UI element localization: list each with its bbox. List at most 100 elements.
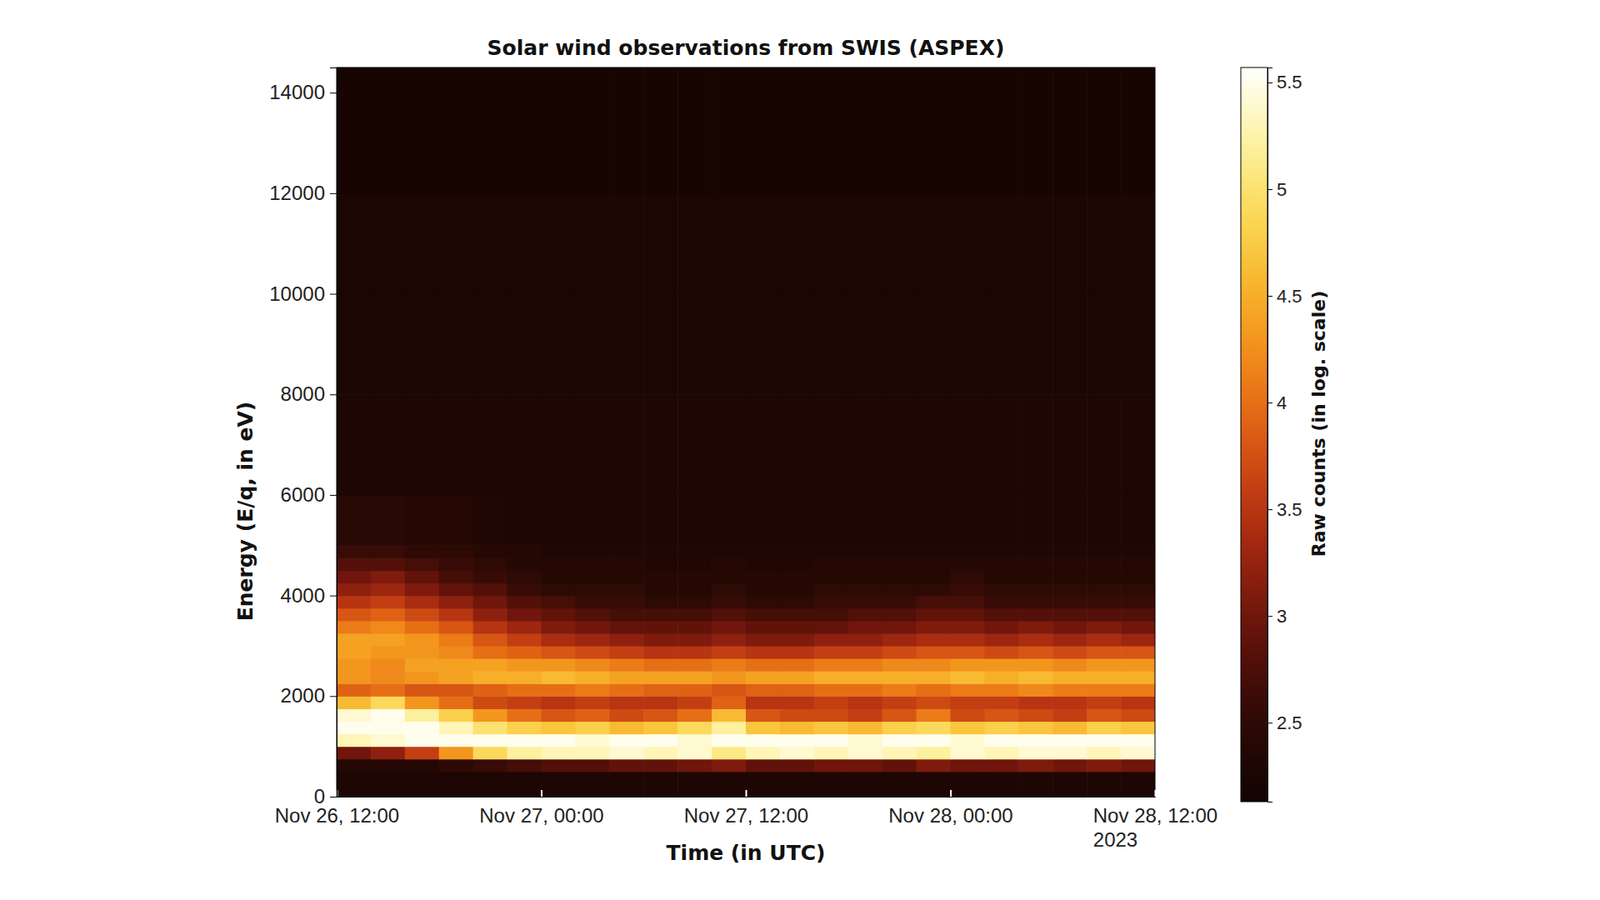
- cell: [439, 720, 475, 735]
- cell: [677, 394, 713, 495]
- cell: [1018, 695, 1054, 710]
- cell: [814, 583, 850, 597]
- cell: [916, 495, 952, 546]
- cell: [950, 720, 986, 735]
- cell: [745, 557, 781, 571]
- x-axis-title: Time (in UTC): [666, 840, 826, 865]
- cell: [336, 583, 372, 597]
- cell: [780, 695, 815, 710]
- cell: [711, 294, 747, 395]
- y-tick-label: 14000: [269, 80, 325, 104]
- x-axis-line: [337, 790, 1156, 798]
- cell: [1052, 595, 1088, 610]
- cell: [677, 746, 713, 760]
- cell: [711, 620, 747, 635]
- cell: [1018, 294, 1054, 395]
- cell: [507, 557, 543, 571]
- cell: [643, 545, 679, 559]
- cell: [677, 759, 713, 773]
- cell: [916, 746, 952, 760]
- cell: [984, 67, 1020, 194]
- cell: [643, 570, 679, 584]
- colorbar-title: Raw counts (in log. scale): [1308, 290, 1330, 557]
- cell: [507, 394, 543, 495]
- y-tick-mark: [330, 495, 337, 496]
- cell: [405, 708, 440, 722]
- cell: [541, 570, 577, 584]
- cell: [609, 620, 645, 635]
- cell: [780, 633, 815, 647]
- cell: [1018, 746, 1054, 760]
- cell: [882, 557, 918, 571]
- cell: [882, 708, 918, 722]
- cell: [882, 608, 918, 622]
- cell: [541, 193, 577, 295]
- cell: [609, 658, 645, 672]
- cell: [609, 608, 645, 622]
- cell: [370, 545, 406, 559]
- cell: [780, 570, 815, 584]
- cell: [507, 670, 543, 685]
- x-tick-label: Nov 26, 12:00: [275, 804, 400, 827]
- cell: [848, 708, 884, 722]
- cell: [541, 695, 577, 710]
- cell: [370, 734, 406, 748]
- cell: [643, 708, 679, 722]
- cell: [882, 633, 918, 647]
- cell: [507, 759, 543, 773]
- cell: [575, 746, 610, 760]
- cell: [711, 557, 747, 571]
- cell: [1052, 294, 1088, 395]
- cell: [677, 570, 713, 584]
- cell: [814, 759, 850, 773]
- cell: [814, 771, 850, 797]
- cell: [541, 658, 577, 672]
- cell: [745, 595, 781, 610]
- cell: [575, 570, 610, 584]
- cell: [643, 720, 679, 735]
- colorbar-tick-label: 4.5: [1276, 285, 1303, 307]
- cell: [1086, 557, 1122, 571]
- cell: [950, 670, 986, 685]
- cell: [677, 695, 713, 710]
- cell: [1086, 645, 1122, 660]
- colorbar-tick: 4.5: [1267, 285, 1303, 307]
- cell: [1120, 620, 1155, 635]
- cell: [916, 67, 952, 194]
- cell: [1052, 67, 1088, 194]
- cell: [814, 570, 850, 584]
- colorbar-axis-line: [1268, 68, 1274, 803]
- cell: [541, 495, 577, 546]
- cell: [405, 545, 440, 559]
- cell: [1120, 658, 1155, 672]
- cell: [711, 708, 747, 722]
- cell: [405, 633, 440, 647]
- cell: [1052, 583, 1088, 597]
- cell: [1018, 620, 1054, 635]
- cell: [745, 720, 781, 735]
- cell: [984, 734, 1020, 748]
- cell: [745, 545, 781, 559]
- cell: [814, 67, 850, 194]
- cell: [1086, 595, 1122, 610]
- cell: [575, 67, 610, 194]
- colorbar-tick-mark: [1267, 295, 1273, 297]
- y-tick-mark: [330, 92, 337, 94]
- cell: [1018, 771, 1054, 797]
- cell: [405, 620, 440, 635]
- cell: [711, 670, 747, 685]
- cell: [439, 620, 475, 635]
- cell: [336, 67, 372, 194]
- cell: [950, 746, 986, 760]
- cell: [780, 734, 815, 748]
- cell: [677, 670, 713, 685]
- cell: [1018, 683, 1054, 697]
- cell: [1086, 734, 1122, 748]
- cell: [848, 720, 884, 735]
- cell: [882, 683, 918, 697]
- cell: [1018, 658, 1054, 672]
- cell: [848, 734, 884, 748]
- cell: [507, 658, 543, 672]
- cell: [370, 557, 406, 571]
- colorbar-tick-mark: [1267, 615, 1273, 617]
